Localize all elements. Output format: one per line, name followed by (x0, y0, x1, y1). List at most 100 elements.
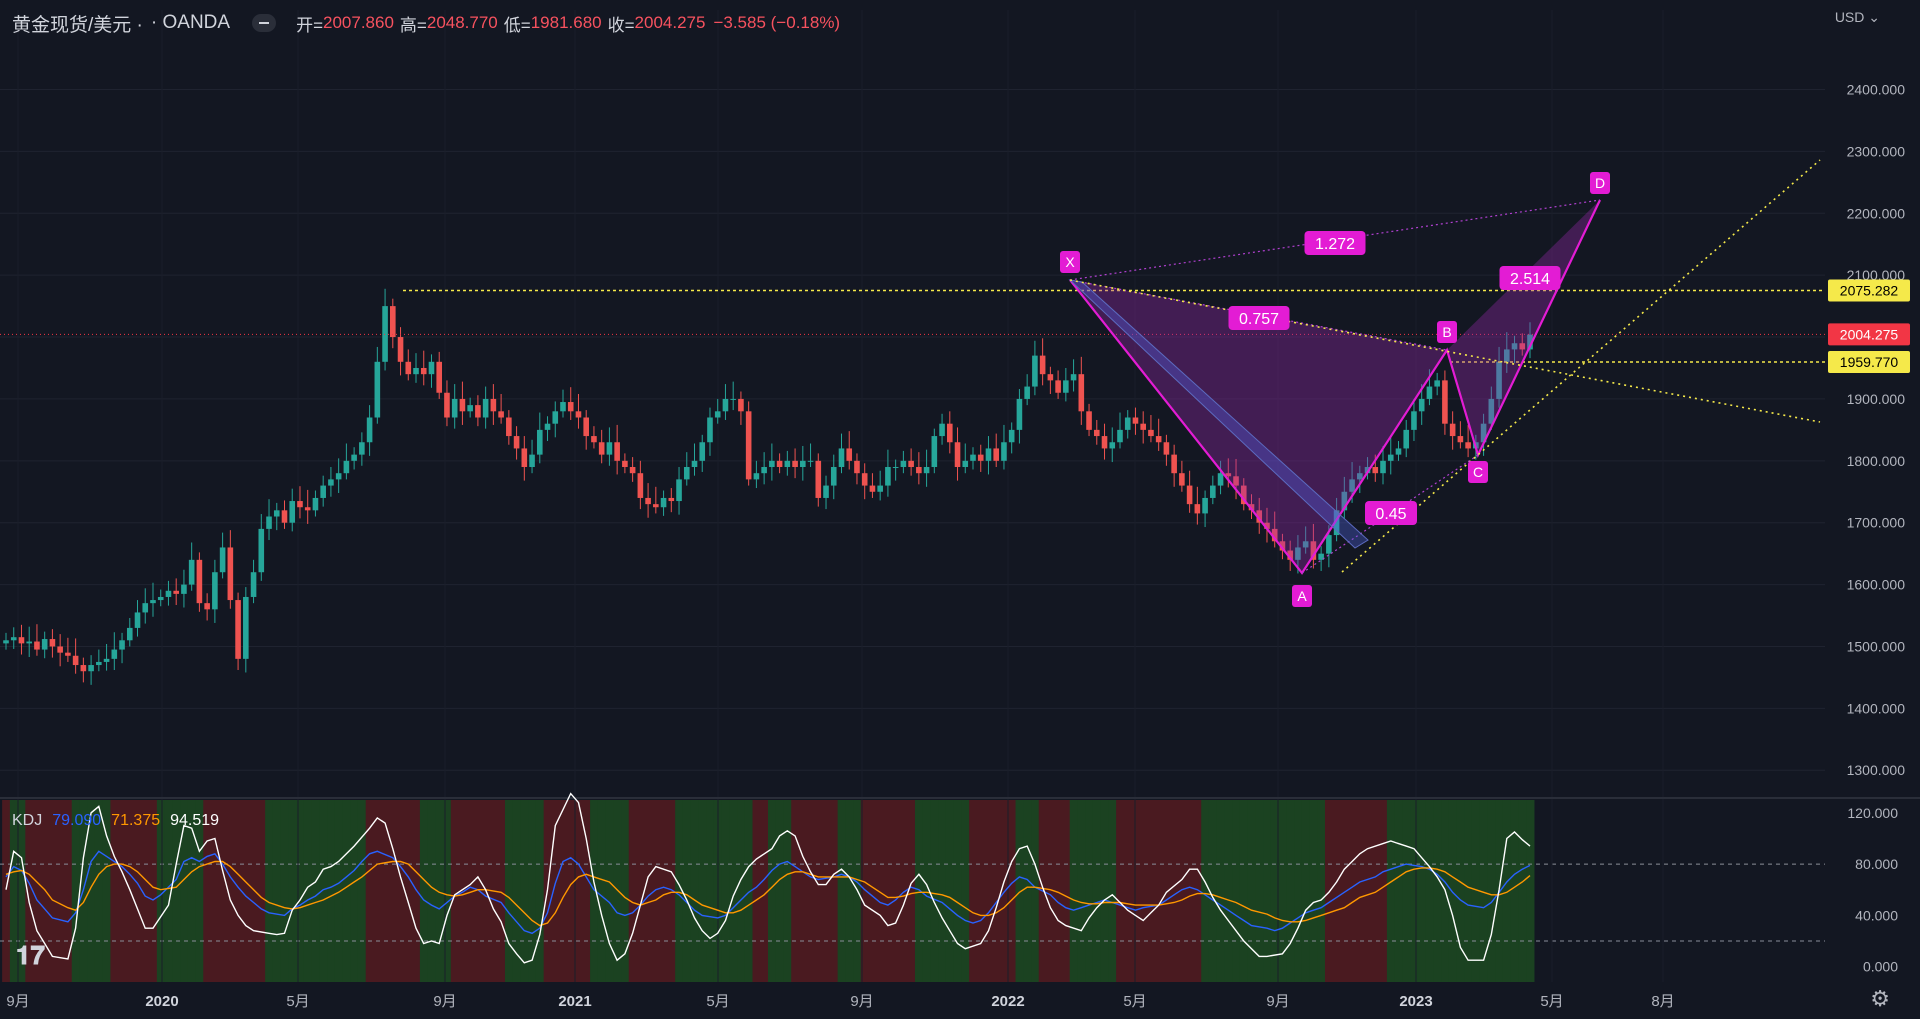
candle-body (10, 637, 17, 641)
kdj-band (1232, 800, 1241, 982)
pattern-ratio-2: 2.514 (1510, 271, 1550, 288)
kdj-band (1208, 800, 1218, 982)
candle-body (227, 547, 234, 601)
kdj-tick-label: 0.000 (1863, 959, 1898, 975)
candle-body (1418, 398, 1425, 412)
kdj-d-value: 71.375 (111, 812, 161, 829)
kdj-band (25, 800, 34, 982)
candle-body (119, 640, 125, 650)
kdj-band (922, 800, 932, 982)
pattern-point-a: A (1297, 588, 1307, 604)
low-value: 1981.680 (530, 13, 602, 32)
kdj-band (226, 800, 235, 982)
candle-body (165, 590, 172, 597)
kdj-band (814, 800, 823, 982)
kdj-band (1031, 800, 1040, 982)
candle-body (88, 665, 94, 672)
candle-body (320, 485, 326, 498)
kdj-line-j (5, 792, 1531, 964)
kdj-band (737, 800, 746, 982)
level-tag-top: 2075.282 (1840, 282, 1899, 298)
pattern-point-x: X (1065, 254, 1075, 270)
kdj-band (365, 800, 375, 982)
harmonic-pattern-drawing[interactable]: X A B C D 1.272 0.757 2.514 0.45 (0, 159, 1825, 607)
candle-body (134, 612, 141, 628)
kdj-band (1379, 800, 1388, 982)
kdj-band (706, 800, 715, 982)
kdj-band (303, 800, 313, 982)
candle-body (1527, 334, 1533, 350)
price-axis[interactable]: 1300.000 1400.000 1500.000 1600.000 1700.000… (1828, 82, 1910, 975)
kdj-band (930, 800, 939, 982)
kdj-band (1471, 800, 1481, 982)
candle-body (1063, 380, 1069, 393)
candle-body (714, 411, 721, 418)
kdj-band (118, 800, 127, 982)
candle-body (428, 361, 435, 375)
kdj-band (829, 800, 839, 982)
kdj-band (9, 800, 19, 982)
kdj-band (1170, 800, 1179, 982)
kdj-band (961, 800, 970, 982)
price-tick-label: 1400.000 (1847, 700, 1906, 716)
symbol-name[interactable]: 黄金现货/美元 · (12, 14, 143, 36)
time-axis[interactable]: 9月 2020 5月 9月 2021 5月 9月 2022 5月 9月 2023 5月 8月 (6, 993, 1674, 1010)
kdj-lines (5, 792, 1531, 964)
kdj-band (721, 800, 730, 982)
candle-body (1426, 386, 1433, 399)
visibility-eye-icon[interactable] (252, 14, 277, 32)
candle-body (854, 460, 860, 474)
time-tick-label: 2020 (145, 993, 178, 1010)
candle-body (297, 501, 303, 508)
kdj-band (203, 800, 212, 982)
candle-body (312, 497, 319, 511)
kdj-band (1092, 800, 1102, 982)
candle-body (598, 442, 605, 455)
time-tick-label: 2022 (991, 993, 1024, 1010)
candle-body (892, 467, 899, 469)
kdj-band (141, 800, 150, 982)
candle-body (482, 398, 489, 418)
candle-body (931, 436, 938, 468)
kdj-band (1309, 800, 1318, 982)
kdj-band (1131, 800, 1140, 982)
candle-body (622, 460, 628, 468)
candle-body (1194, 504, 1201, 514)
candle-body (1093, 429, 1100, 437)
kdj-band (1007, 800, 1017, 982)
kdj-band (419, 800, 429, 982)
kdj-band (884, 800, 893, 982)
currency-selector[interactable]: USD ⌄ (1834, 9, 1880, 25)
time-tick-label: 9月 (433, 993, 456, 1010)
kdj-legend: KDJ 79.090 71.375 94.519 (12, 812, 219, 830)
kdj-band (1301, 800, 1311, 982)
candle-body (351, 454, 357, 461)
kdj-band (682, 800, 692, 982)
candle-body (722, 398, 729, 412)
symbol-legend: 黄金现货/美元 · · OANDA 开= 2007.860 高= 2048.770 … (12, 10, 840, 36)
change-value: −3.585 (−0.18%) (713, 13, 841, 32)
candle-body (390, 306, 396, 338)
candle-body (567, 402, 574, 412)
candle-body (1496, 361, 1502, 399)
candle-body (26, 641, 33, 644)
settings-gear-icon[interactable]: ⚙ (1870, 986, 1890, 1011)
candle-body (800, 460, 806, 468)
price-tick-label: 2100.000 (1847, 267, 1906, 283)
candle-body (142, 603, 149, 613)
close-value: 2004.275 (634, 13, 706, 32)
open-label: 开= (296, 15, 324, 35)
kdj-band (837, 800, 846, 982)
pattern-point-b: B (1442, 324, 1451, 340)
kdj-band (597, 800, 607, 982)
kdj-band (1061, 800, 1071, 982)
candle-body (451, 398, 458, 418)
candle-body (653, 504, 659, 508)
kdj-band (187, 800, 197, 982)
kdj-band (1023, 800, 1032, 982)
kdj-band (94, 800, 104, 982)
candle-body (614, 442, 620, 461)
candle-body (1109, 442, 1116, 449)
tradingview-logo-icon[interactable]: 𝟏𝟕 (16, 940, 45, 970)
